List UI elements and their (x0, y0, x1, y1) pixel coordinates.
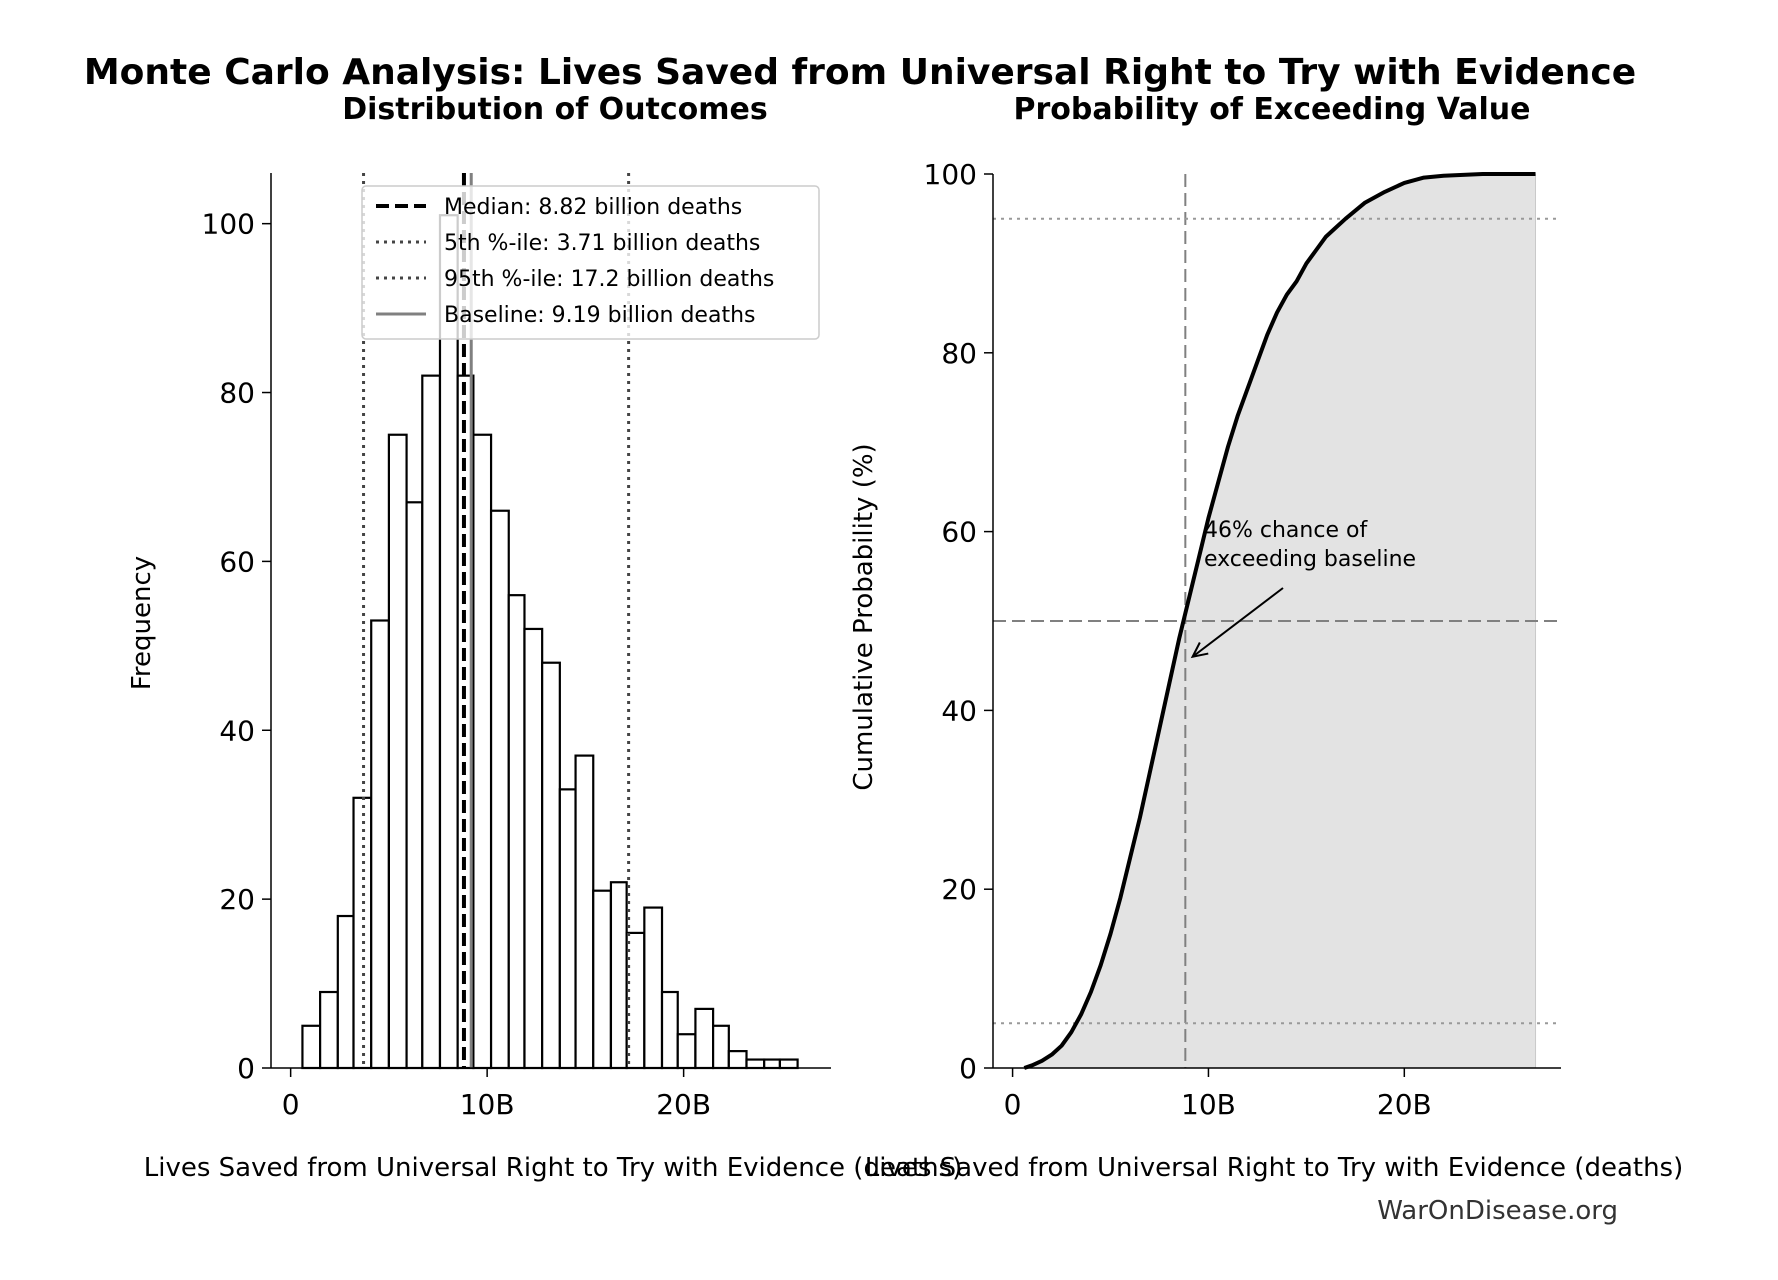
histogram-x-tick-label: 20B (656, 1088, 711, 1121)
histogram-bar (405, 501, 424, 1070)
legend-frame (361, 185, 820, 340)
histogram-x-tick-label: 10B (460, 1088, 515, 1121)
cdf-y-tick-label: 60 (941, 516, 977, 549)
histogram-bar (489, 509, 510, 1070)
histogram-y-tick-label: 20 (219, 883, 255, 916)
cdf-y-axis-label: Cumulative Probability (%) (849, 443, 879, 790)
histogram-chart: Distribution of Outcomes 0 20 40 60 80 100 0 10… (127, 92, 962, 1183)
histogram-y-tick-label: 60 (219, 545, 255, 578)
cdf-line (1023, 172, 1536, 1070)
cdf-x-tick-label: 20B (1377, 1088, 1432, 1121)
histogram-bar (558, 788, 577, 1070)
cdf-x-tick-label: 10B (1181, 1088, 1236, 1121)
histogram-bar (541, 661, 561, 1070)
legend-label-baseline: Baseline: 9.19 billion deaths (444, 303, 755, 328)
histogram-bar (694, 1007, 715, 1070)
histogram-bar (370, 619, 390, 1070)
annotation-line-2: exceeding baseline (1204, 547, 1416, 572)
histogram-bar (727, 1050, 748, 1070)
cdf-y-tick-label: 20 (941, 873, 977, 906)
cdf-x-tick-label: 0 (1004, 1088, 1022, 1121)
histogram-bar (676, 1033, 697, 1070)
histogram-y-tick-label: 40 (219, 714, 255, 747)
cdf-axes: 0 20 40 60 80 100 0 10B 20B (924, 158, 1561, 1121)
histogram-bar (336, 914, 355, 1070)
histogram-axes: 0 20 40 60 80 100 0 10B 20B (202, 173, 831, 1121)
footer-credit: WarOnDisease.org (1377, 1196, 1618, 1226)
histogram-bar (660, 990, 679, 1070)
annotation-arrow-shaft (1191, 587, 1284, 658)
cdf-y-tick-label: 0 (959, 1052, 977, 1085)
histogram-y-tick-label: 100 (202, 208, 255, 241)
cdf-chart: Probability of Exceeding Value 0 20 40 60 80… (849, 92, 1683, 1183)
histogram-bar (319, 990, 339, 1070)
annotation-arrow-head (1190, 642, 1209, 659)
histogram-bar (387, 433, 408, 1070)
histogram-y-tick-label: 80 (219, 377, 255, 410)
cdf-x-axis-label: Lives Saved from Universal Right to Try … (865, 1153, 1683, 1183)
histogram-legend: Median: 8.82 billion deaths 5th %-ile: 3… (361, 185, 820, 340)
histogram-y-axis-label: Frequency (127, 556, 157, 690)
figure-title: Monte Carlo Analysis: Lives Saved from U… (84, 52, 1636, 93)
histogram-bar (763, 1058, 782, 1070)
histogram-title: Distribution of Outcomes (342, 92, 768, 127)
histogram-bar (523, 627, 544, 1070)
legend-label-p95: 95th %-ile: 17.2 billion deaths (444, 267, 774, 292)
histogram-bars (301, 214, 799, 1070)
legend-label-median: Median: 8.82 billion deaths (444, 195, 742, 220)
histogram-bar (301, 1024, 322, 1070)
histogram-x-axis-label: Lives Saved from Universal Right to Try … (144, 1153, 962, 1183)
cdf-y-tick-label: 40 (941, 694, 977, 727)
annotation-line-1: 46% chance of (1204, 518, 1368, 543)
histogram-bar (592, 889, 613, 1070)
histogram-bar (574, 754, 595, 1070)
histogram-bar (643, 906, 664, 1070)
cdf-title: Probability of Exceeding Value (1013, 92, 1530, 127)
cdf-curve (1023, 172, 1536, 1070)
cdf-y-tick-label: 80 (941, 337, 977, 370)
histogram-bar (712, 1024, 730, 1070)
cdf-y-tick-label: 100 (924, 158, 977, 191)
histogram-bar (745, 1058, 766, 1070)
histogram-bar (778, 1058, 799, 1070)
histogram-bar (438, 214, 459, 1070)
histogram-bar (507, 594, 526, 1070)
cdf-annotation: 46% chance of exceeding baseline (1190, 518, 1416, 659)
histogram-x-tick-label: 0 (282, 1088, 300, 1121)
histogram-bar (421, 374, 442, 1070)
annotation-arrow (1190, 587, 1284, 659)
histogram-y-tick-label: 0 (237, 1052, 255, 1085)
legend-label-p5: 5th %-ile: 3.71 billion deaths (444, 231, 760, 256)
histogram-bar (472, 433, 493, 1070)
histogram-bar (609, 881, 628, 1070)
